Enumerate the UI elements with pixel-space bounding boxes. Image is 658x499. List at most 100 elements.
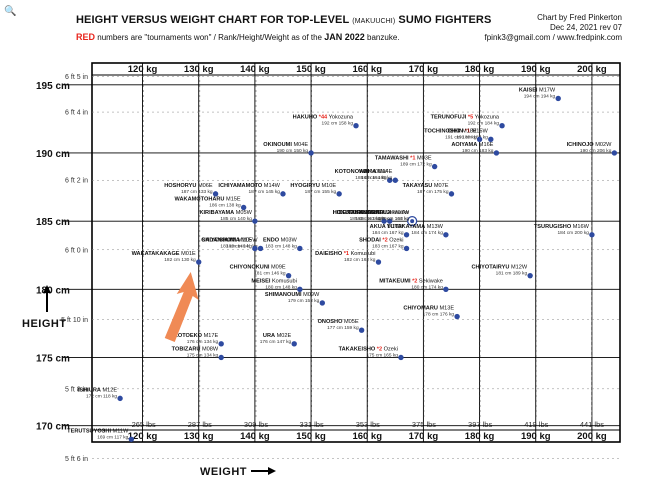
x-tick-label-bottom: 150 kg <box>296 431 326 442</box>
y-tick-label: 170 cm <box>36 422 70 433</box>
x-tick-label-bottom: 170 kg <box>409 431 439 442</box>
data-point-dot <box>527 272 533 279</box>
data-point-dot <box>387 177 393 183</box>
credit-contact: fpink3@gmail.com / www.fredpink.com <box>484 33 623 42</box>
point-label: HOSHORYU M06E <box>164 183 213 189</box>
data-point-dot <box>280 191 286 197</box>
point-label: WAKATAKAKAGE M01E <box>132 251 196 257</box>
x-tick-label-bottom: 140 kg <box>240 431 270 442</box>
data-point-dot <box>336 191 342 197</box>
point-label: KIRIBAYAMA M05W <box>199 210 252 216</box>
plot-frame <box>91 62 621 443</box>
point-sublabel: 169 cm 117 kg <box>97 434 128 440</box>
point-label: MEISEI Komusubi <box>251 278 296 284</box>
point-label: HOKUTOFUJI M09W <box>333 210 388 216</box>
point-label: TAKAKEISHO *2 Ozeki <box>339 346 398 352</box>
credit-author: Chart by Fred Pinkerton <box>537 13 622 22</box>
x-tick-label-lbs: 419 lbs <box>524 420 548 429</box>
x-tick-label-lbs: 331 lbs <box>300 420 324 429</box>
y-tick-label-ft: 6 ft 2 in <box>65 178 88 185</box>
data-point-dot <box>218 354 224 361</box>
x-tick-label-lbs: 265 lbs <box>132 420 156 429</box>
point-sublabel: 185 cm 168 kg <box>378 216 410 222</box>
point-label: MITAKEUMI *2 Sekiwake <box>379 278 443 284</box>
point-sublabel: 191 cm 180 kg <box>445 134 477 140</box>
point-sublabel: 176 cm 147 kg <box>260 339 292 345</box>
point-label: SHIMANOUMI M09W <box>265 292 320 298</box>
x-tick-label-lbs: 375 lbs <box>412 420 436 429</box>
data-point-dot <box>443 286 449 293</box>
data-point-dot <box>257 245 264 252</box>
point-label: HAKUHO *44 Yokozuna <box>293 115 354 121</box>
chart-credit: Chart by Fred Pinkerton Dec 24, 2021 rev… <box>485 13 623 43</box>
data-point-dot <box>285 272 292 279</box>
point-sublabel: 190 cm 206 kg <box>580 148 612 154</box>
point-sublabel: 185 cm 163 kg <box>350 216 382 222</box>
data-point-dot <box>297 245 303 252</box>
y-tick-label-ft: 5 ft 8 in <box>65 386 88 393</box>
zoom-icon[interactable]: 🔍 <box>4 6 17 17</box>
point-sublabel: 177 cm 159 kg <box>327 325 359 331</box>
point-label: TAMAWASHI *1 M03E <box>375 156 432 162</box>
x-tick-label-bottom: 120 kg <box>128 431 158 442</box>
x-tick-label-top: 180 kg <box>465 64 495 75</box>
point-sublabel: 176 cm 134 kg <box>187 339 219 345</box>
x-tick-label-top: 130 kg <box>184 64 214 75</box>
point-label: TOBIZARU M08W <box>172 346 219 352</box>
point-label: TERUNOFUJI *5 Yokozuna <box>431 115 500 121</box>
x-tick-label-bottom: 190 kg <box>521 431 551 442</box>
point-label: ICHIYAMAMOTO M14W <box>218 183 280 189</box>
x-tick-label-top: 140 kg <box>240 64 270 75</box>
highlight-arrow <box>164 272 199 343</box>
point-label: URA M02E <box>263 333 292 339</box>
x-tick-label-top: 160 kg <box>352 64 382 75</box>
point-sublabel: 183 cm 148 kg <box>265 243 297 249</box>
y-tick-label-ft: 6 ft 4 in <box>65 110 88 117</box>
chart-subtitle: RED numbers are "tournaments won" / Rank… <box>76 32 400 42</box>
point-sublabel: 187 cm 145 kg <box>249 189 281 195</box>
data-point-dot <box>611 150 618 156</box>
x-tick-label-top: 120 kg <box>128 64 158 75</box>
point-sublabel: 183 cm 167 kg <box>372 243 404 249</box>
y-axis-arrow <box>43 285 51 312</box>
x-tick-label-lbs: 309 lbs <box>244 420 268 429</box>
y-tick-label-ft: 5 ft 10 in <box>61 317 88 324</box>
y-tick-label: 180 cm <box>36 285 70 296</box>
data-point-dot <box>488 136 494 143</box>
point-label: AKUA M10W <box>370 224 405 230</box>
point-sublabel: 181 cm 189 kg <box>496 271 528 277</box>
point-sublabel: 192 cm 158 kg <box>322 121 354 127</box>
point-sublabel: 182 cm 162 kg <box>344 257 376 263</box>
x-tick-label-top: 190 kg <box>521 64 551 75</box>
data-point-dot <box>499 123 505 129</box>
data-point-dot <box>381 218 387 224</box>
data-point-dot <box>493 150 500 156</box>
x-tick-label-top: 150 kg <box>296 64 326 75</box>
x-tick-label-lbs: 397 lbs <box>468 420 492 429</box>
point-sublabel: 185 cm 164 kg <box>355 216 387 222</box>
x-tick-label-bottom: 130 kg <box>184 431 214 442</box>
